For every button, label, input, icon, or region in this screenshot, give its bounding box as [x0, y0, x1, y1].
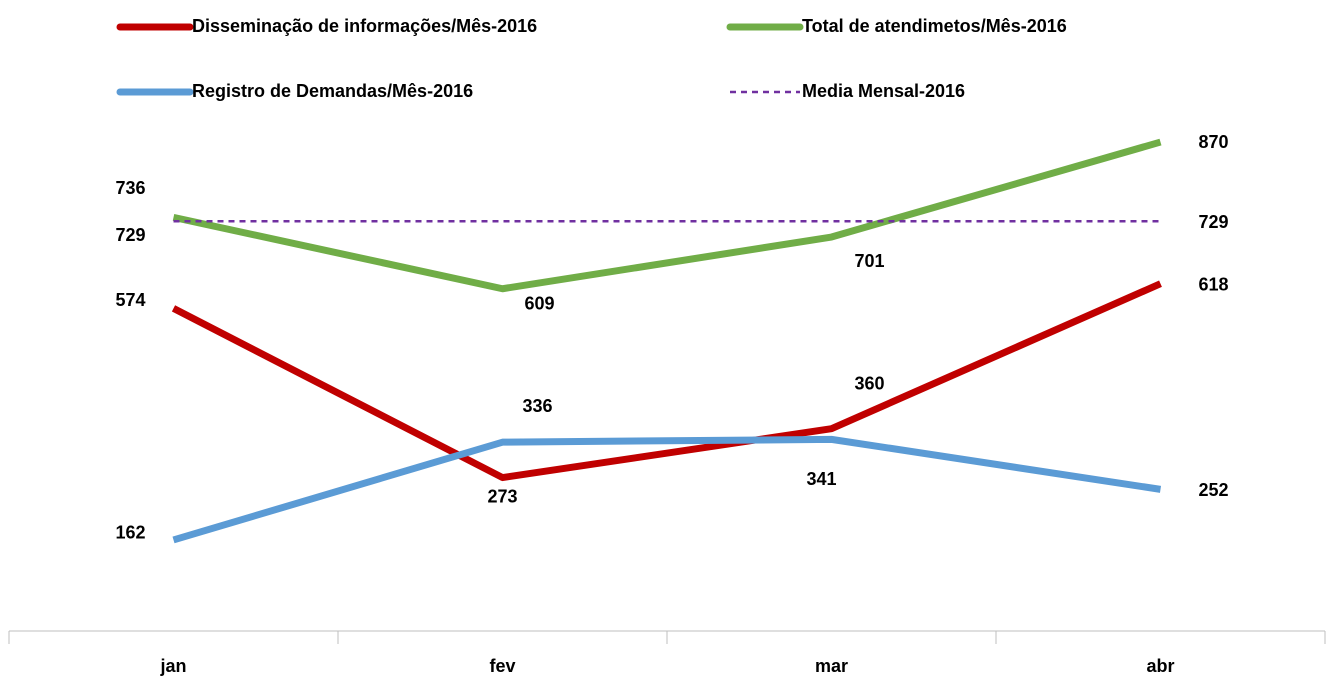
- x-tick-label: fev: [489, 656, 515, 676]
- data-label: 336: [522, 396, 552, 416]
- data-label: 729: [115, 225, 145, 245]
- legend-label: Registro de Demandas/Mês-2016: [192, 81, 473, 101]
- line-series: [172, 435, 1162, 544]
- data-label: 870: [1199, 132, 1229, 152]
- data-label: 341: [806, 469, 836, 489]
- data-label: 252: [1199, 480, 1229, 500]
- data-label: 729: [1199, 212, 1229, 232]
- data-label: 618: [1199, 274, 1229, 294]
- legend-label: Total de atendimetos/Mês-2016: [802, 16, 1067, 36]
- legend-label: Media Mensal-2016: [802, 81, 965, 101]
- data-label: 360: [854, 373, 884, 393]
- legend-label: Disseminação de informações/Mês-2016: [192, 16, 537, 36]
- x-tick-label: jan: [159, 656, 186, 676]
- x-tick-label: abr: [1146, 656, 1174, 676]
- data-label: 736: [115, 178, 145, 198]
- data-label: 609: [524, 293, 554, 313]
- x-tick-label: mar: [815, 656, 848, 676]
- data-label: 574: [115, 290, 145, 310]
- line-series: [171, 280, 1162, 482]
- data-label: 273: [487, 486, 517, 506]
- line-series: [172, 138, 1162, 293]
- data-label: 162: [115, 523, 145, 543]
- data-label: 701: [854, 251, 884, 271]
